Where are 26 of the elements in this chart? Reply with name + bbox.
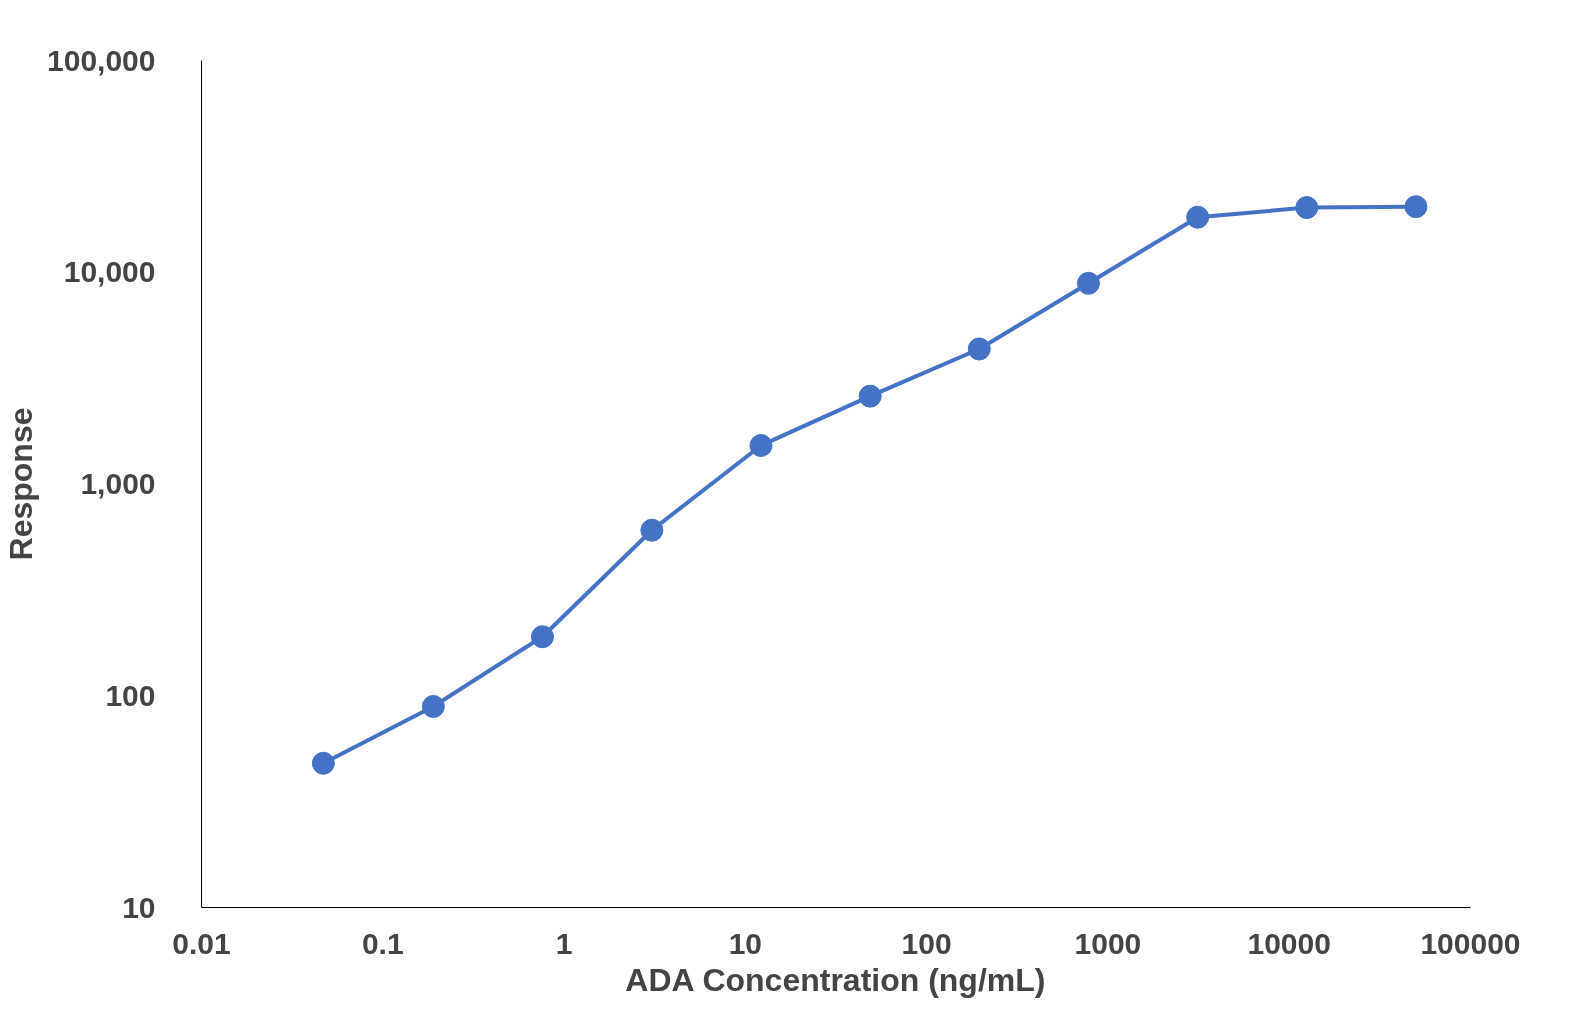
point xyxy=(749,434,773,457)
y-tick-label: 100,000 xyxy=(47,43,156,77)
point xyxy=(967,337,991,361)
y-tick-label: 100 xyxy=(105,678,156,712)
y-tick-label: 1,000 xyxy=(80,467,156,500)
x-tick-label: 0.01 xyxy=(172,926,231,960)
x-tick-label: 100000 xyxy=(1420,926,1521,960)
point xyxy=(421,694,445,718)
point xyxy=(640,518,664,542)
x-tick-label: 0.1 xyxy=(361,926,404,960)
point xyxy=(311,751,335,775)
x-tick-label: 1000 xyxy=(1074,926,1142,960)
point xyxy=(1076,271,1100,295)
x-tick-label: 10000 xyxy=(1247,926,1331,960)
point xyxy=(1186,205,1210,229)
point xyxy=(1295,196,1319,220)
point xyxy=(858,384,882,408)
x-tick-label: 1 xyxy=(555,926,573,960)
point xyxy=(1404,195,1428,219)
y-axis-title: Response xyxy=(3,407,40,561)
y-tick-label: 10 xyxy=(122,890,156,924)
point xyxy=(530,625,554,649)
x-tick-label: 10 xyxy=(728,926,763,960)
y-tick-label: 10,000 xyxy=(63,255,156,289)
x-axis-title: ADA Concentration (ng/mL) xyxy=(625,961,1046,998)
x-tick-label: 100 xyxy=(901,926,952,960)
